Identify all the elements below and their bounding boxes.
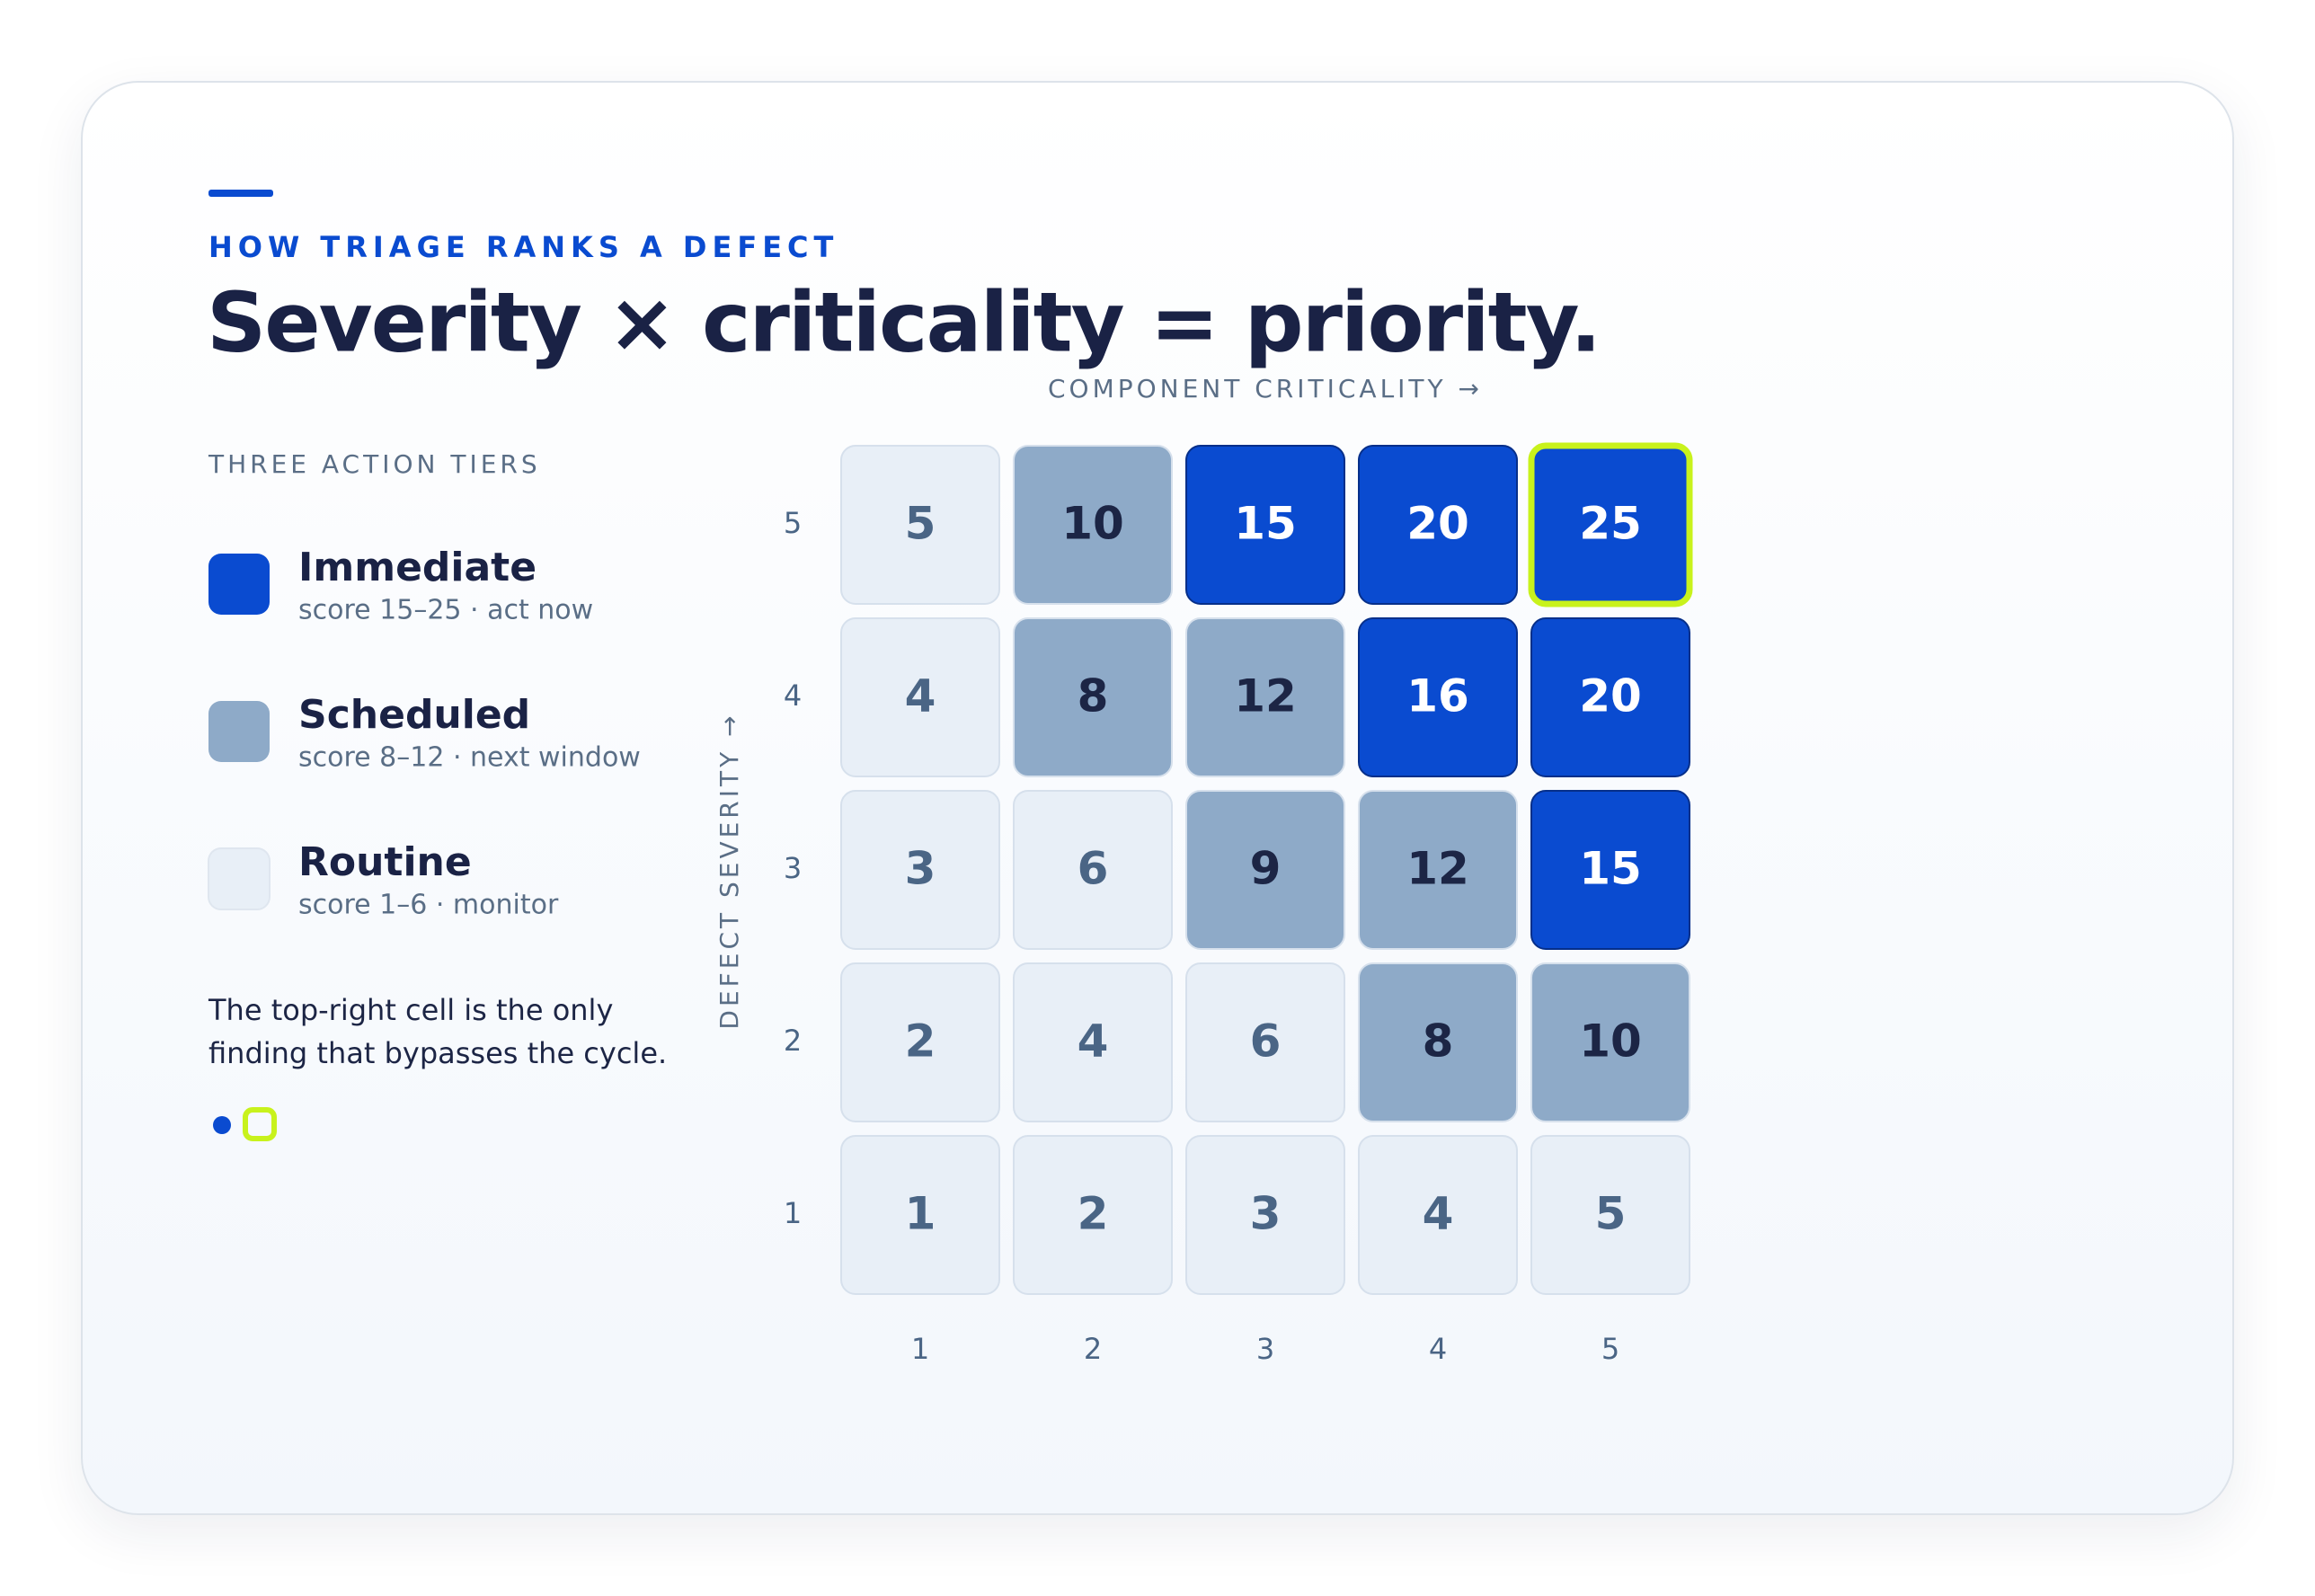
cell [1013,790,1173,950]
cell-label: 10 [1579,1015,1642,1068]
cell-label: 10 [1061,498,1124,550]
x-axis-label: COMPONENT CRITICALITY → [1048,374,1483,403]
legend-name: Immediate [298,545,537,590]
cell-label: 1 [905,1188,936,1240]
note: The top-right cell is the only finding t… [208,993,668,1070]
cell [840,1135,1000,1295]
cell-label: 2 [905,1015,936,1068]
legend-swatch [208,701,270,762]
cell [1013,445,1173,605]
cell-label: 6 [1250,1015,1282,1068]
legend-name: Routine [298,839,472,885]
y-tick-label: 4 [784,678,802,713]
cell-label: 8 [1078,670,1109,723]
cell-label: 4 [905,670,936,723]
legend-swatch [208,847,271,910]
cell [1528,442,1693,607]
legend-description: score 8–12 · next window [298,742,641,774]
cell [1013,962,1173,1122]
cell-label: 12 [1234,670,1297,723]
cell [1358,1135,1518,1295]
cell [1358,617,1518,777]
decor-dot [213,1116,231,1134]
x-tick-label: 4 [1429,1332,1447,1366]
x-tick-label: 3 [1256,1332,1274,1366]
cell-label: 4 [1078,1015,1109,1068]
cell-label: 20 [1579,670,1642,723]
x-tick-label: 1 [911,1332,929,1366]
cell-label: 2 [1078,1188,1109,1240]
cell-label: 16 [1406,670,1469,723]
y-axis-label: DEFECT SEVERITY → [714,712,744,1029]
cell-label: 3 [905,843,936,895]
cell [1185,1135,1345,1295]
cell-label: 8 [1423,1015,1454,1068]
cell-label: 6 [1078,843,1109,895]
cell [1530,962,1690,1122]
cell-label: 3 [1250,1188,1282,1240]
cell-label: 25 [1579,498,1642,550]
x-tick-label: 2 [1084,1332,1102,1366]
cell [1185,445,1345,605]
cell [1530,1135,1690,1295]
cell [1530,617,1690,777]
cell [1185,790,1345,950]
y-tick-label: 2 [784,1024,802,1058]
y-tick-label: 1 [784,1196,802,1230]
cell-label: 5 [1595,1188,1627,1240]
legend-title: THREE ACTION TIERS [208,449,541,479]
cell [1013,617,1173,777]
cell [1358,962,1518,1122]
cell-label: 15 [1579,843,1642,895]
legend-swatch [208,554,270,615]
legend-description: score 15–25 · act now [298,595,593,626]
cell [840,790,1000,950]
cell [1530,790,1690,950]
cell-label: 9 [1250,843,1282,895]
eyebrow: HOW TRIAGE RANKS A DEFECT [208,230,838,264]
cell-label: 4 [1423,1188,1454,1240]
cell [1013,1135,1173,1295]
legend-name: Scheduled [298,692,530,738]
legend-description: score 1–6 · monitor [298,890,559,921]
cell [1185,962,1345,1122]
decor-square [243,1107,277,1141]
accent-bar [208,190,273,197]
chart-title: Severity × criticality = priority. [207,274,1600,370]
cell [1358,790,1518,950]
cell-label: 20 [1406,498,1469,550]
cell [1358,445,1518,605]
cell-label: 15 [1234,498,1297,550]
cell [840,617,1000,777]
cell-label: 12 [1406,843,1469,895]
y-tick-label: 3 [784,851,802,885]
y-tick-label: 5 [784,506,802,540]
cell-label: 5 [905,498,936,550]
cell [840,445,1000,605]
x-tick-label: 5 [1601,1332,1619,1366]
cell [840,962,1000,1122]
cell [1185,617,1345,777]
